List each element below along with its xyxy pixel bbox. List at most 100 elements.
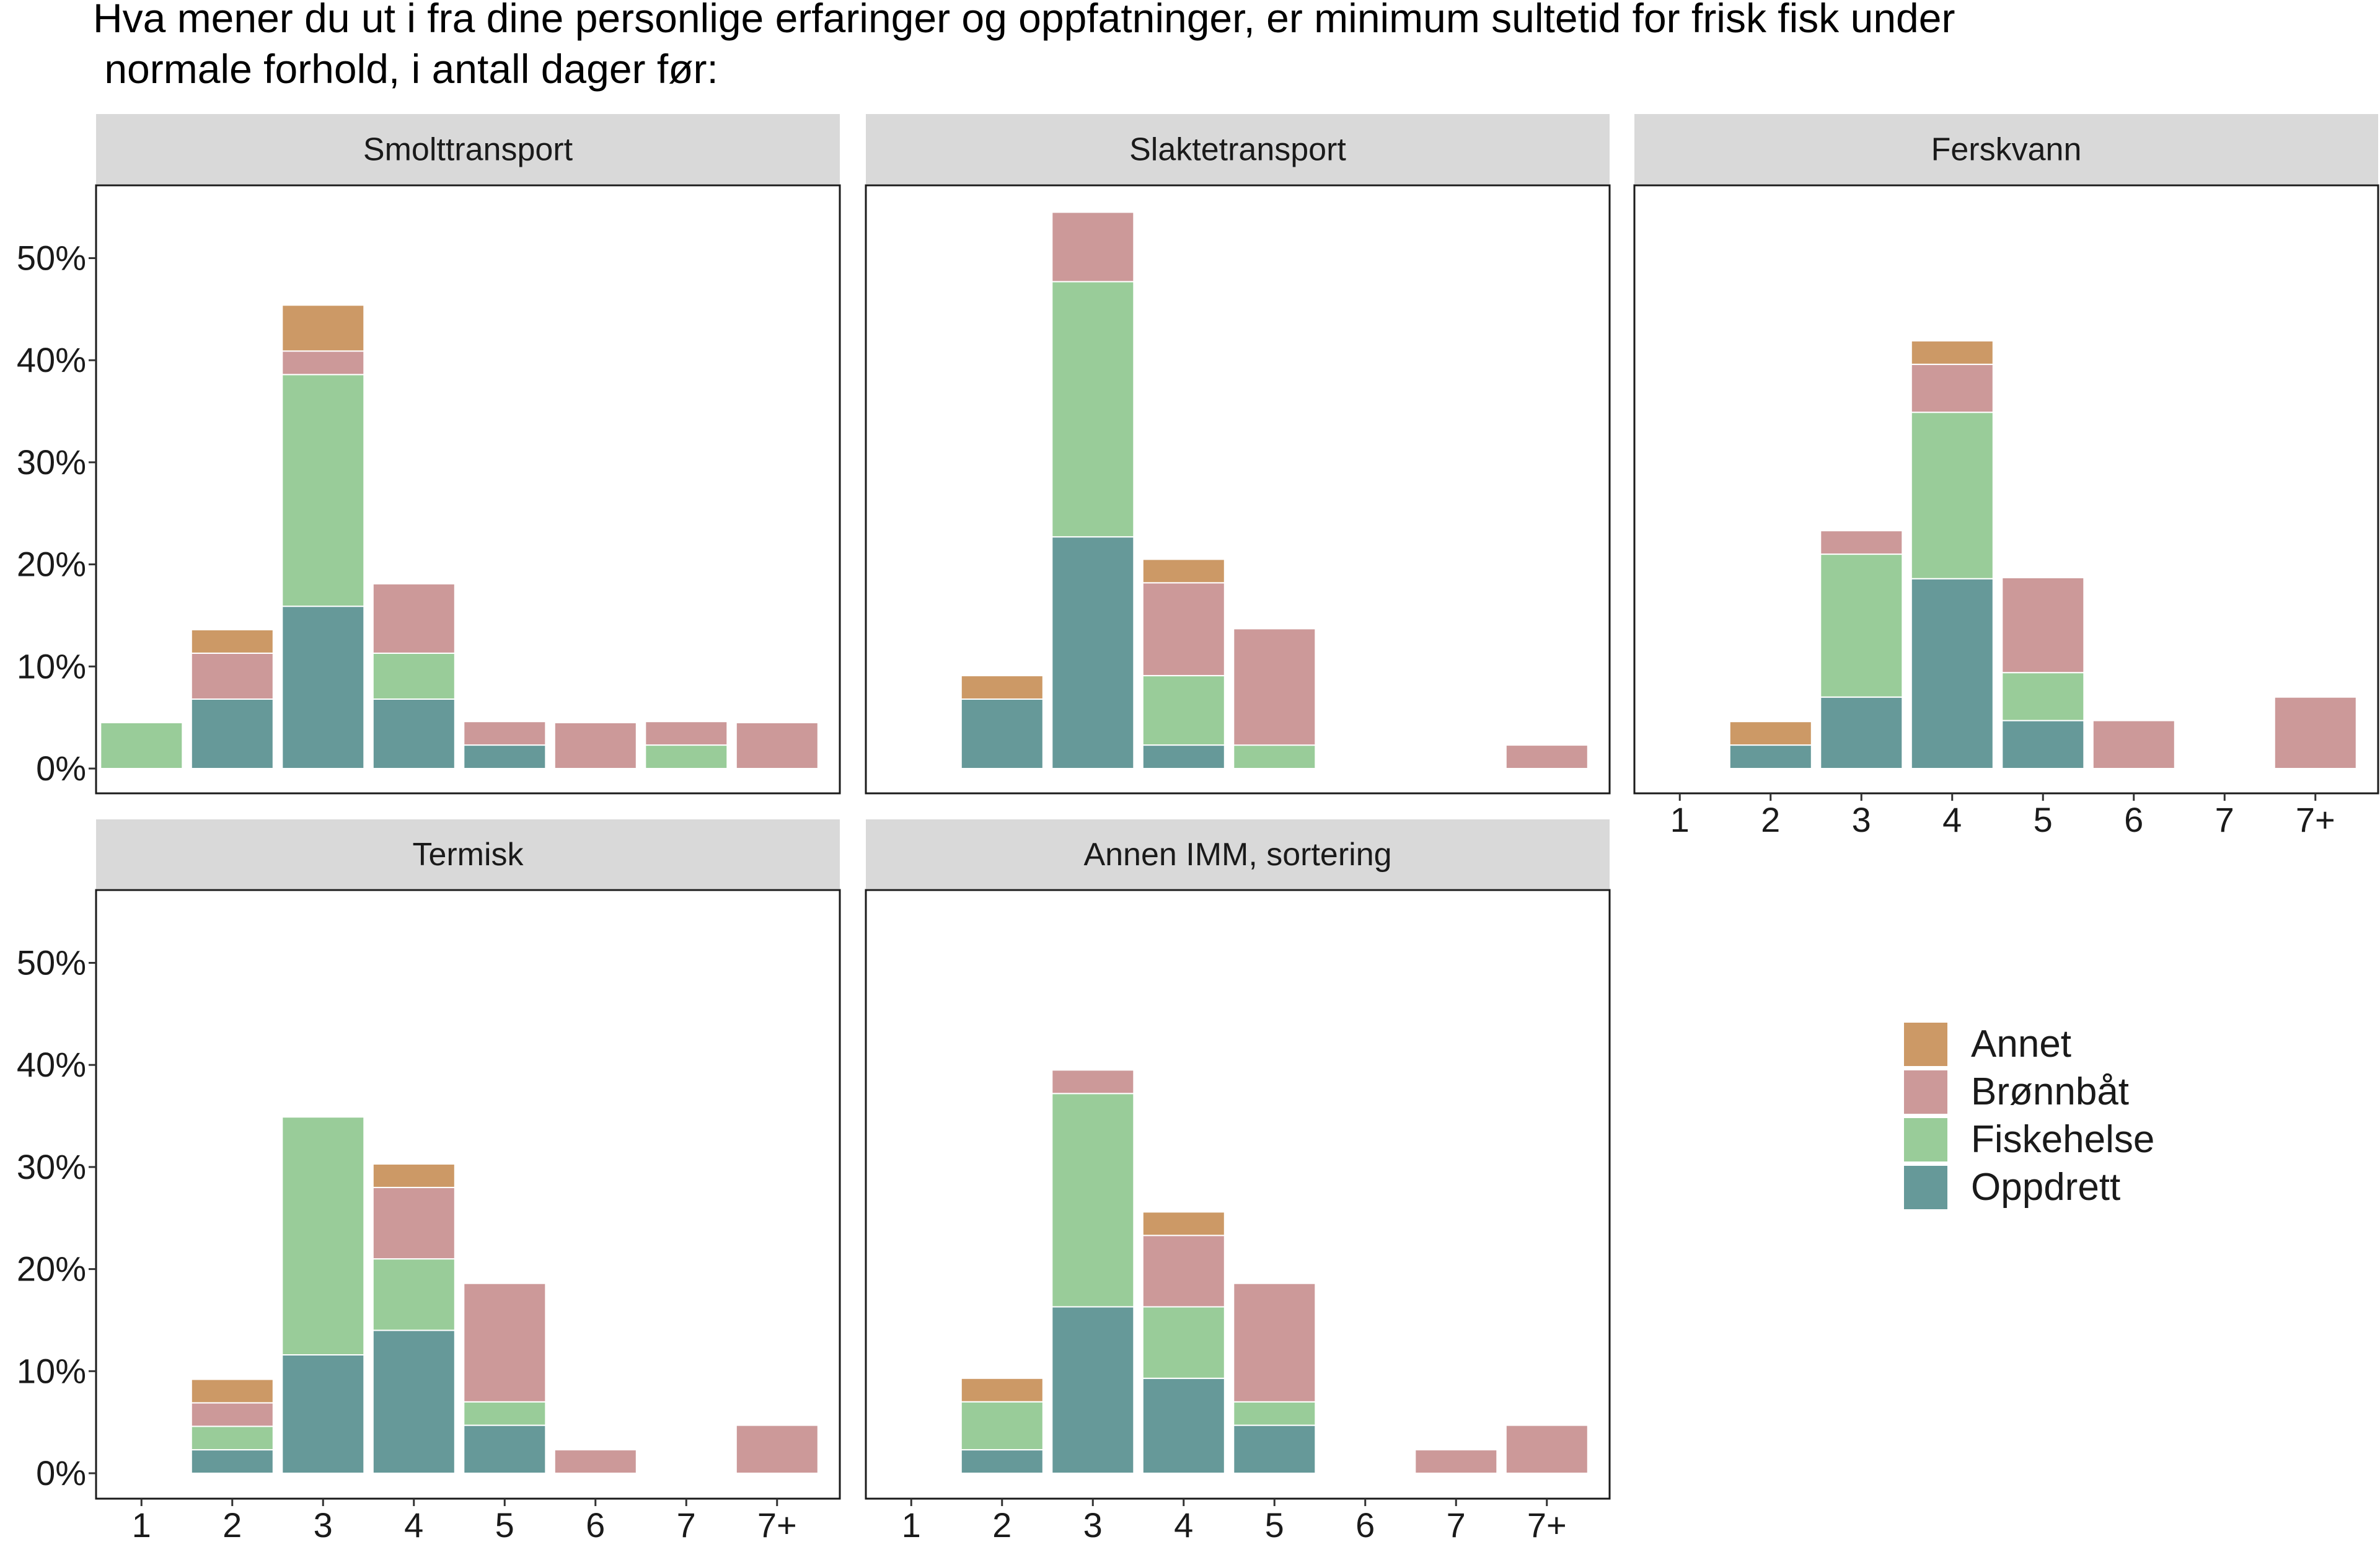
bar-group <box>960 1069 1589 1474</box>
x-tick-label: 7 <box>1447 1505 1466 1545</box>
facet-strip <box>1634 114 2378 184</box>
bar-annet-2 <box>190 1378 274 1404</box>
y-tick-label: 50% <box>17 239 86 278</box>
panel-border <box>1633 184 2379 795</box>
bar-annet-4 <box>1142 1211 1225 1236</box>
bar-fiskehelse-3 <box>1820 553 1903 698</box>
bar-fiskehelse-2 <box>960 1401 1044 1451</box>
x-axis: 1 2 3 4 5 6 7 7+ <box>1670 793 2335 839</box>
y-tick-label: 20% <box>17 545 86 584</box>
bar-oppdrett-2 <box>960 1449 1044 1474</box>
bar-oppdrett-5 <box>463 744 547 769</box>
y-tick-label: 0% <box>36 1453 86 1492</box>
facet-label: Slaktetransport <box>1129 132 1346 168</box>
bar-brønnbåt-2 <box>190 652 274 700</box>
x-tick-label: 3 <box>1083 1505 1103 1545</box>
x-tick-label: 4 <box>1174 1505 1193 1545</box>
bar-group <box>1729 340 2357 769</box>
bar-brønnbåt-4 <box>372 1186 456 1260</box>
bar-brønnbåt-4 <box>1142 1235 1225 1308</box>
y-tick-label: 30% <box>17 443 86 482</box>
bar-oppdrett-2 <box>190 1449 274 1474</box>
panel-smolttransport: Smolttransport 0% 10% 20% 30% 40% 50% <box>17 114 841 795</box>
panel-slaktetransport: Slaktetransport <box>865 114 1611 795</box>
x-tick-label: 2 <box>223 1505 242 1545</box>
facet-strip <box>866 114 1610 184</box>
bar-oppdrett-2 <box>1729 744 1812 769</box>
x-tick-label: 7 <box>677 1505 696 1545</box>
bar-fiskehelse-7 <box>645 744 728 769</box>
legend-key-oppdrett <box>1904 1166 1947 1209</box>
x-tick-label: 3 <box>1852 800 1871 839</box>
bar-fiskehelse-3 <box>1051 281 1135 538</box>
bar-fiskehelse-3 <box>1051 1093 1135 1308</box>
bar-fiskehelse-5 <box>463 1401 547 1426</box>
bar-brønnbåt-7 <box>2273 696 2357 769</box>
facet-strip <box>96 114 840 184</box>
panel-border <box>95 889 841 1500</box>
bar-oppdrett-2 <box>960 699 1044 769</box>
bar-annet-4 <box>372 1163 456 1188</box>
bar-oppdrett-4 <box>1910 578 1994 769</box>
bar-brønnbåt-7 <box>1505 744 1589 769</box>
bar-brønnbåt-7 <box>735 1424 819 1474</box>
bar-brønnbåt-3 <box>281 350 365 376</box>
bar-fiskehelse-5 <box>2001 672 2085 721</box>
y-tick-label: 40% <box>17 1045 86 1084</box>
x-tick-label: 5 <box>1265 1505 1284 1545</box>
bar-fiskehelse-3 <box>281 1116 365 1355</box>
panel-ferskvann: Ferskvann 1 2 3 4 5 6 7 7+ <box>1633 114 2379 839</box>
x-tick-label: 6 <box>2124 800 2143 839</box>
bar-brønnbåt-7 <box>1505 1424 1589 1474</box>
x-tick-label: 1 <box>1670 800 1690 839</box>
x-tick-label: 1 <box>132 1505 151 1545</box>
bar-annet-2 <box>960 1377 1044 1403</box>
x-tick-label: 3 <box>314 1505 333 1545</box>
panel-termisk: Termisk 0% 10% 20% 30% 40% 50% 1 2 3 4 5 6 7 7+ <box>17 819 841 1545</box>
bar-group <box>100 304 819 770</box>
bar-brønnbåt-5 <box>463 1282 547 1403</box>
bar-annet-2 <box>1729 721 1812 746</box>
bar-oppdrett-5 <box>2001 720 2085 769</box>
bar-brønnbåt-6 <box>553 1449 637 1474</box>
bar-brønnbåt-3 <box>1820 530 1903 555</box>
x-tick-label: 7+ <box>1527 1505 1567 1545</box>
y-tick-label: 0% <box>36 749 86 788</box>
facet-label: Smolttransport <box>363 132 573 168</box>
bar-annet-2 <box>190 629 274 654</box>
bar-fiskehelse-3 <box>281 374 365 607</box>
bar-oppdrett-4 <box>372 699 456 769</box>
bar-group <box>190 1116 819 1474</box>
bar-fiskehelse-5 <box>1233 1401 1316 1426</box>
legend-key-fiskehelse <box>1904 1118 1947 1161</box>
bar-fiskehelse-4 <box>372 652 456 700</box>
x-tick-label: 4 <box>404 1505 423 1545</box>
facet-strip <box>866 819 1610 889</box>
facet-label: Annen IMM, sortering <box>1083 837 1391 873</box>
bar-brønnbåt-3 <box>1051 211 1135 283</box>
bar-brønnbåt-7 <box>645 721 728 746</box>
legend: Annet Brønnbåt Fiskehelse Oppdrett <box>1904 1023 2154 1209</box>
bar-brønnbåt-6 <box>2092 720 2175 769</box>
x-tick-label: 1 <box>902 1505 921 1545</box>
chart-title: Hva mener du ut i fra dine personlige er… <box>93 0 1955 92</box>
bar-brønnbåt-3 <box>1051 1069 1135 1095</box>
y-tick-label: 20% <box>17 1250 86 1289</box>
x-tick-label: 5 <box>2034 800 2053 839</box>
facet-strip <box>96 819 840 889</box>
bar-oppdrett-5 <box>1233 1424 1316 1474</box>
bar-oppdrett-3 <box>1051 536 1135 769</box>
x-tick-label: 4 <box>1942 800 1962 839</box>
bar-brønnbåt-5 <box>1233 628 1316 746</box>
x-tick-label: 6 <box>1355 1505 1375 1545</box>
legend-key-brønnbåt <box>1904 1070 1947 1114</box>
bar-fiskehelse-5 <box>1233 744 1316 769</box>
bar-annet-4 <box>1142 558 1225 584</box>
x-axis: 1 2 3 4 5 6 7 7+ <box>902 1499 1567 1545</box>
x-tick-label: 7 <box>2215 800 2234 839</box>
bar-fiskehelse-1 <box>100 721 183 770</box>
x-tick-label: 5 <box>495 1505 514 1545</box>
bar-brønnbåt-7 <box>1414 1449 1498 1474</box>
y-axis: 0% 10% 20% 30% 40% 50% <box>17 239 96 788</box>
bar-fiskehelse-4 <box>1910 412 1994 580</box>
